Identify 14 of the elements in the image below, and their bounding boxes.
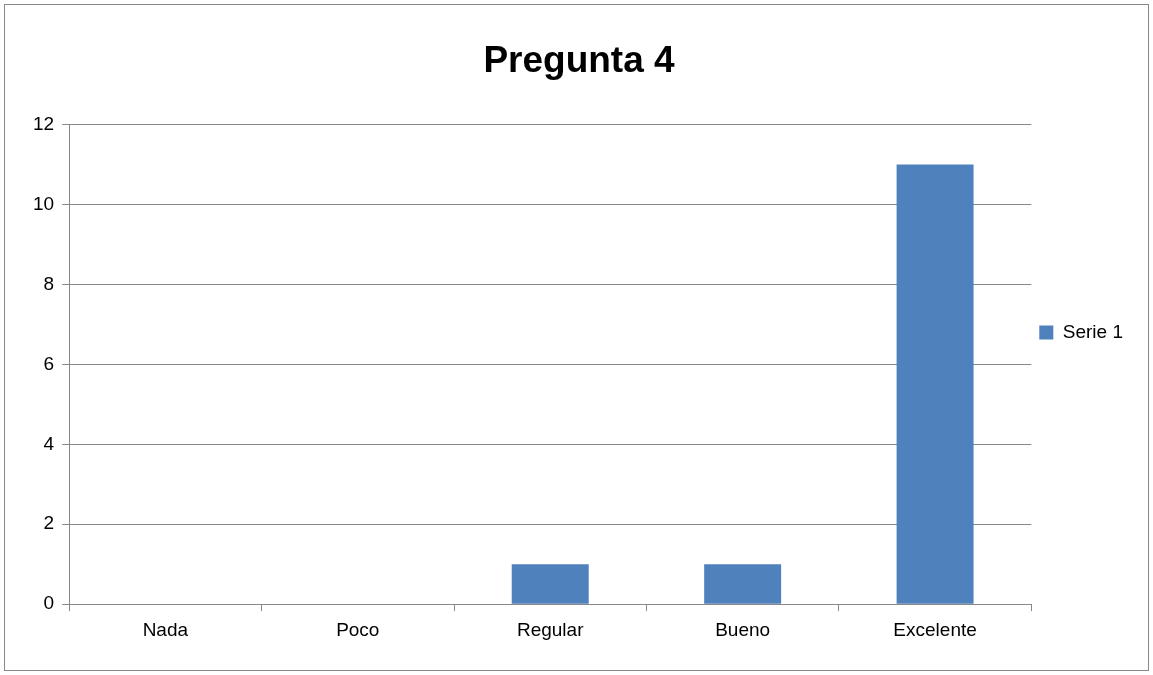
x-tick-label: Nada (142, 618, 189, 640)
legend-label: Serie 1 (1062, 320, 1123, 342)
y-tick-label: 0 (43, 592, 55, 614)
x-tick-label: Poco (336, 618, 380, 640)
x-tick-label: Excelente (893, 618, 977, 640)
y-tick-label: 6 (43, 352, 55, 374)
y-tick-label: 8 (43, 272, 55, 294)
y-tick-label: 2 (43, 512, 55, 534)
chart-title: Pregunta 4 (483, 39, 676, 81)
y-tick-label: 4 (43, 432, 55, 454)
y-tick-label: 10 (32, 192, 55, 214)
y-tick-label: 12 (32, 112, 55, 134)
x-tick-label: Regular (516, 618, 585, 640)
x-tick-label: Bueno (715, 618, 771, 640)
